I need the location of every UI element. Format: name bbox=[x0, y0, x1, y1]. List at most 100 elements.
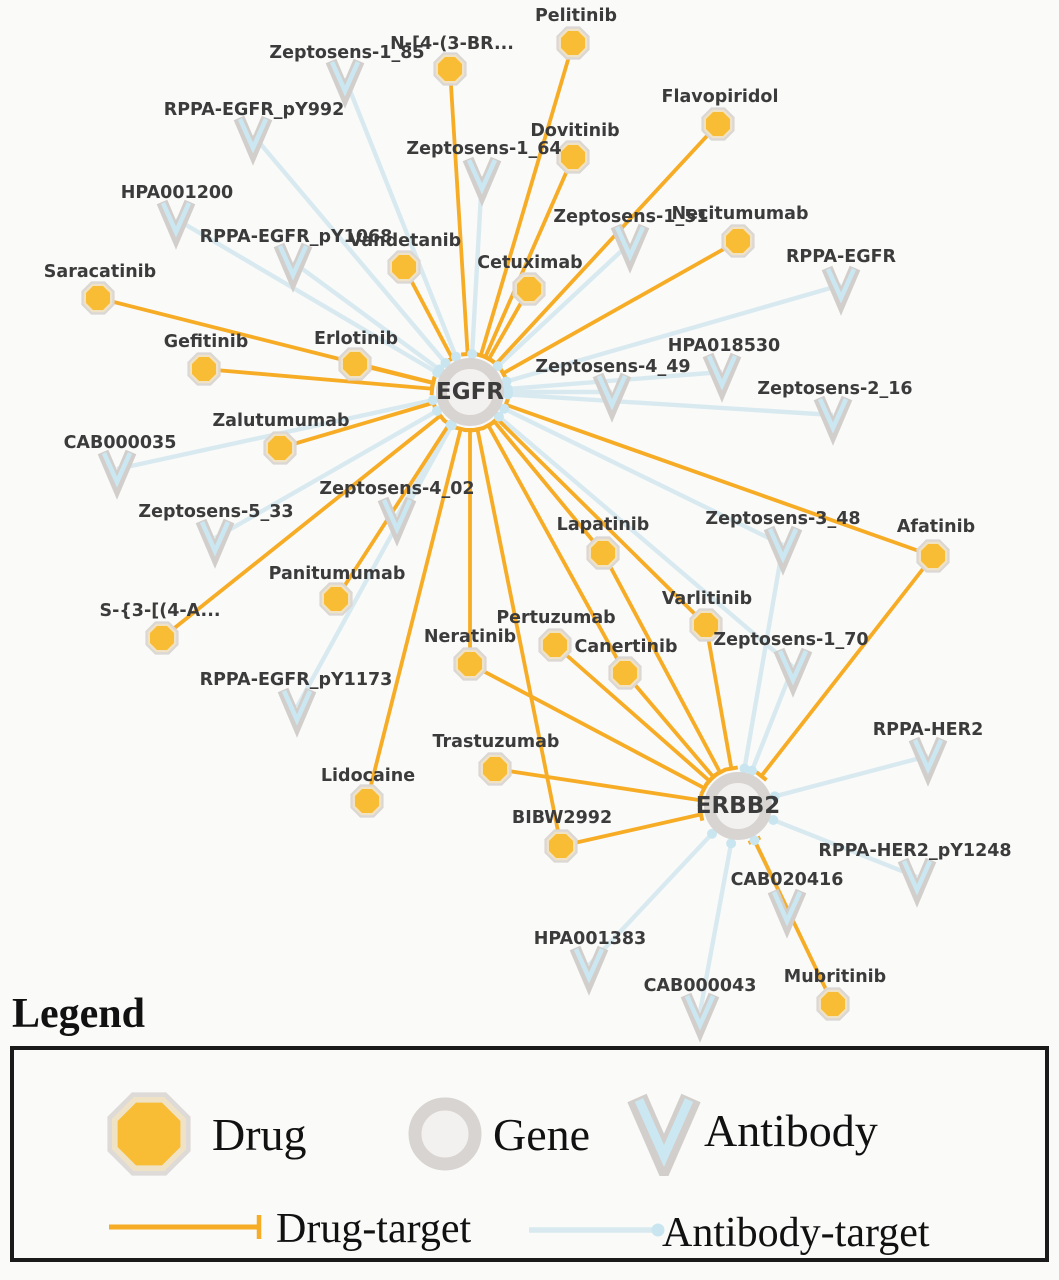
node-labels: Pelitinib N-[4-(3-BR... Flavopiridol Doviti… bbox=[44, 6, 1012, 996]
drug-node-saracatinib[interactable] bbox=[81, 281, 115, 315]
node-label-neratinib: Neratinib bbox=[424, 627, 516, 647]
drug-node-s-3-4-a[interactable] bbox=[145, 621, 179, 655]
antibody-node-zeptosens-1-85[interactable] bbox=[325, 58, 365, 109]
drug-node-trastuzumab[interactable] bbox=[478, 752, 512, 786]
drug-node-cetuximab[interactable] bbox=[512, 272, 546, 306]
antibody-node-zeptosens-4-49[interactable] bbox=[592, 372, 632, 423]
antibody-node-rppa-egfr-py992[interactable] bbox=[233, 115, 273, 166]
drug-node-n-4-3-br[interactable] bbox=[433, 52, 467, 86]
edge-varlitinib-egfr bbox=[495, 417, 708, 627]
drug-octagon-core bbox=[117, 1102, 181, 1166]
antibody-node-rppa-her2[interactable] bbox=[908, 736, 948, 787]
drug-octagon-core bbox=[392, 255, 416, 279]
drug-node-canertinib[interactable] bbox=[608, 656, 642, 690]
antibody-chevron-core bbox=[329, 61, 361, 97]
node-label-rppa-egfr-py1173: RPPA-EGFR_pY1173 bbox=[200, 670, 393, 690]
antibody-node-cab020416[interactable] bbox=[767, 888, 807, 939]
drug-node-dovitinib[interactable] bbox=[556, 140, 590, 174]
drug-target-endcap bbox=[703, 774, 716, 788]
node-label-panitumumab: Panitumumab bbox=[269, 564, 406, 584]
gene-ring bbox=[408, 1097, 482, 1171]
antibody-node-hpa001200[interactable] bbox=[156, 199, 196, 250]
drug-node-panitumumab[interactable] bbox=[319, 582, 353, 616]
drug-target-endcap bbox=[429, 376, 437, 390]
antibody-node-rppa-egfr-py1173[interactable] bbox=[277, 687, 317, 738]
node-label-zeptosens-1-64: Zeptosens-1_64 bbox=[406, 139, 561, 159]
edge-gefitinib-egfr bbox=[203, 367, 433, 391]
drug-octagon-core bbox=[483, 757, 507, 781]
antibody-chevron-core bbox=[817, 398, 849, 434]
antibody-target-endcap bbox=[446, 420, 457, 431]
antibody-node-hpa001383[interactable] bbox=[569, 945, 609, 996]
edge-dovitinib-egfr bbox=[483, 156, 575, 358]
drug-node-gefitinib[interactable] bbox=[187, 352, 221, 386]
drug-octagon-core bbox=[192, 357, 216, 381]
drug-node-bibw2992[interactable] bbox=[544, 829, 578, 863]
drug-node-afatinib[interactable] bbox=[916, 539, 950, 573]
drug-node-lapatinib[interactable] bbox=[586, 536, 620, 570]
antibody-target-endcap bbox=[726, 838, 737, 849]
edge-s-3-4-a-egfr bbox=[160, 414, 442, 640]
antibody-node-hpa018530[interactable] bbox=[702, 352, 742, 403]
drug-octagon-core bbox=[694, 613, 718, 637]
antibody-chevron-core bbox=[466, 159, 498, 195]
node-label-cab020416: CAB020416 bbox=[731, 870, 844, 890]
legend-drug-label: Drug bbox=[212, 1109, 307, 1160]
antibody-chevron-core bbox=[199, 521, 231, 557]
antibody-node-rppa-egfr[interactable] bbox=[821, 265, 861, 316]
node-label-zeptosens-4-02: Zeptosens-4_02 bbox=[319, 479, 474, 499]
drug-octagon-core bbox=[86, 286, 110, 310]
edge-zeptosens-1-85-egfr bbox=[342, 77, 458, 358]
antibody-node-rppa-egfr-py1068[interactable] bbox=[273, 242, 313, 293]
antibody-node-cab000035[interactable] bbox=[97, 449, 137, 500]
drug-octagon-core bbox=[726, 229, 750, 253]
edge-zeptosens-1-51-egfr bbox=[496, 241, 632, 368]
node-label-zeptosens-2-16: Zeptosens-2_16 bbox=[757, 379, 912, 399]
antibody-node-zeptosens-1-51[interactable] bbox=[610, 223, 650, 274]
drug-node-varlitinib[interactable] bbox=[689, 608, 723, 642]
antibody-node-zeptosens-1-64[interactable] bbox=[462, 156, 502, 207]
node-label-zeptosens-1-51: Zeptosens-1_51 bbox=[553, 207, 708, 227]
edge-zeptosens-3-48-erbb2 bbox=[742, 544, 786, 769]
gene-node-egfr[interactable]: EGFR bbox=[436, 358, 504, 426]
gene-node-erbb2[interactable]: ERBB2 bbox=[696, 772, 781, 840]
node-label-saracatinib: Saracatinib bbox=[44, 262, 156, 282]
drug-node-necitumumab[interactable] bbox=[721, 224, 755, 258]
edge-lapatinib-egfr bbox=[492, 420, 605, 555]
drug-node-mubritinib[interactable] bbox=[816, 987, 850, 1021]
antibody-chevron-core bbox=[237, 118, 269, 154]
drug-octagon-core bbox=[517, 277, 541, 301]
drug-node-pelitinib[interactable] bbox=[556, 26, 590, 60]
antibody-target-endcap bbox=[499, 403, 510, 414]
legend-gene-label: Gene bbox=[493, 1109, 591, 1160]
node-label-rppa-egfr-py1068: RPPA-EGFR_pY1068 bbox=[200, 227, 393, 247]
node-label-zeptosens-4-49: Zeptosens-4_49 bbox=[535, 357, 690, 377]
drug-node-erlotinib[interactable] bbox=[338, 347, 372, 381]
antibody-node-zeptosens-4-02[interactable] bbox=[377, 496, 417, 547]
node-label-canertinib: Canertinib bbox=[575, 637, 678, 657]
drug-target-legend-line bbox=[109, 1215, 262, 1239]
node-label-rppa-egfr-py992: RPPA-EGFR_pY992 bbox=[164, 100, 345, 120]
drug-target-endcap bbox=[724, 765, 739, 772]
drug-node-zalutumumab[interactable] bbox=[263, 431, 297, 465]
drug-node-lidocaine[interactable] bbox=[350, 784, 384, 818]
antibody-node-rppa-her2-py1248[interactable] bbox=[897, 857, 937, 908]
antibody-chevron-core bbox=[901, 860, 933, 896]
drug-node-pertuzumab[interactable] bbox=[538, 628, 572, 662]
drug-octagon-core bbox=[343, 352, 367, 376]
drug-node-flavopiridol[interactable] bbox=[701, 107, 735, 141]
antibody-node-zeptosens-3-48[interactable] bbox=[763, 525, 803, 576]
gene-circle[interactable] bbox=[704, 772, 772, 840]
antibody-node-cab000043[interactable] bbox=[680, 992, 720, 1043]
gene-circle[interactable] bbox=[436, 358, 504, 426]
antibody-node-zeptosens-2-16[interactable] bbox=[813, 395, 853, 446]
drug-node-vandetanib[interactable] bbox=[387, 250, 421, 284]
drug-target-endcap bbox=[482, 354, 496, 364]
edge-bibw2992-erbb2 bbox=[560, 812, 702, 848]
antibody-node-zeptosens-5-33[interactable] bbox=[195, 518, 235, 569]
antibody-node-zeptosens-1-70[interactable] bbox=[773, 647, 813, 698]
drug-node-neratinib[interactable] bbox=[453, 647, 487, 681]
antibody-target-endcap bbox=[434, 364, 445, 375]
drug-octagon-core bbox=[561, 145, 585, 169]
